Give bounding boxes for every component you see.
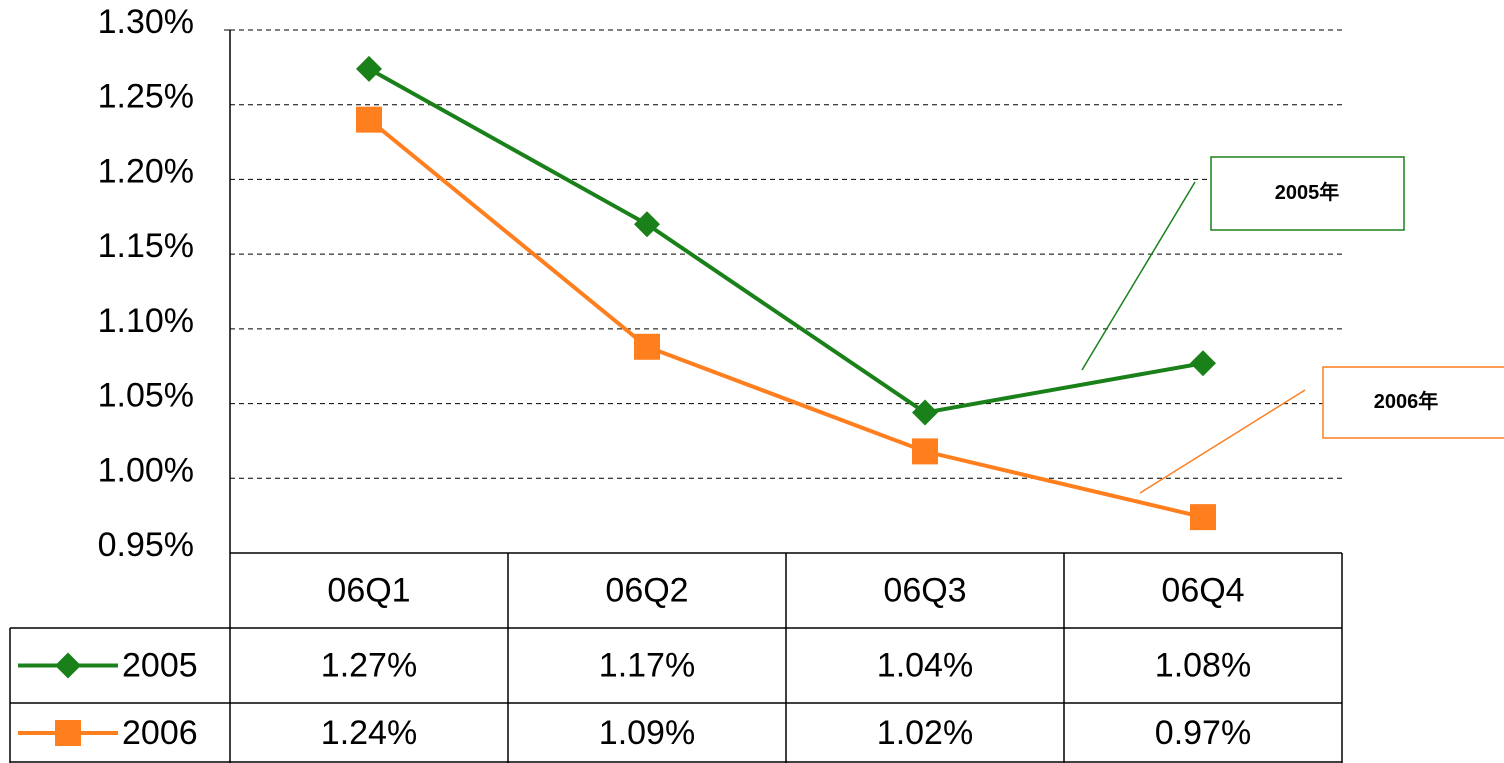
table-cell: 1.08% <box>1155 646 1251 684</box>
table-cell: 1.27% <box>321 646 417 684</box>
legend-label: 2006 <box>122 714 198 752</box>
table-cell: 0.97% <box>1155 714 1251 752</box>
x-tick-label: 06Q2 <box>605 571 688 609</box>
line <box>368 67 1204 415</box>
annotation-text: 2005年 <box>1275 180 1340 204</box>
marker <box>912 438 938 465</box>
annotation-box <box>1210 156 1405 231</box>
x-tick-label: 06Q1 <box>327 571 410 609</box>
marker <box>634 333 660 360</box>
annotation-leader <box>1081 181 1196 371</box>
y-tick-label: 1.20% <box>98 152 194 190</box>
annotation-box <box>1322 366 1504 439</box>
annotation-leader <box>1139 389 1306 494</box>
y-tick-label: 1.30% <box>98 3 194 41</box>
y-tick-label: 0.95% <box>98 526 194 564</box>
table-cell: 1.24% <box>321 714 417 752</box>
y-tick-label: 1.10% <box>98 302 194 340</box>
marker <box>356 55 382 82</box>
marker <box>634 211 660 238</box>
marker <box>55 652 81 679</box>
line <box>367 118 1204 520</box>
table-cell: 1.17% <box>599 646 695 684</box>
y-tick-label: 1.15% <box>98 227 194 265</box>
marker <box>356 106 382 133</box>
x-tick-label: 06Q3 <box>883 571 966 609</box>
table-cell: 1.09% <box>599 714 695 752</box>
y-tick-label: 1.05% <box>98 377 194 415</box>
table-cell: 1.02% <box>877 714 973 752</box>
annotation-text: 2006年 <box>1374 389 1439 413</box>
table-cell: 1.04% <box>877 646 973 684</box>
legend-label: 2005 <box>122 646 198 684</box>
marker <box>912 399 938 426</box>
marker <box>1190 504 1216 531</box>
x-tick-label: 06Q4 <box>1161 571 1244 609</box>
y-tick-label: 1.00% <box>98 451 194 489</box>
marker <box>1190 350 1216 377</box>
y-tick-label: 1.25% <box>98 78 194 116</box>
marker <box>55 720 81 746</box>
